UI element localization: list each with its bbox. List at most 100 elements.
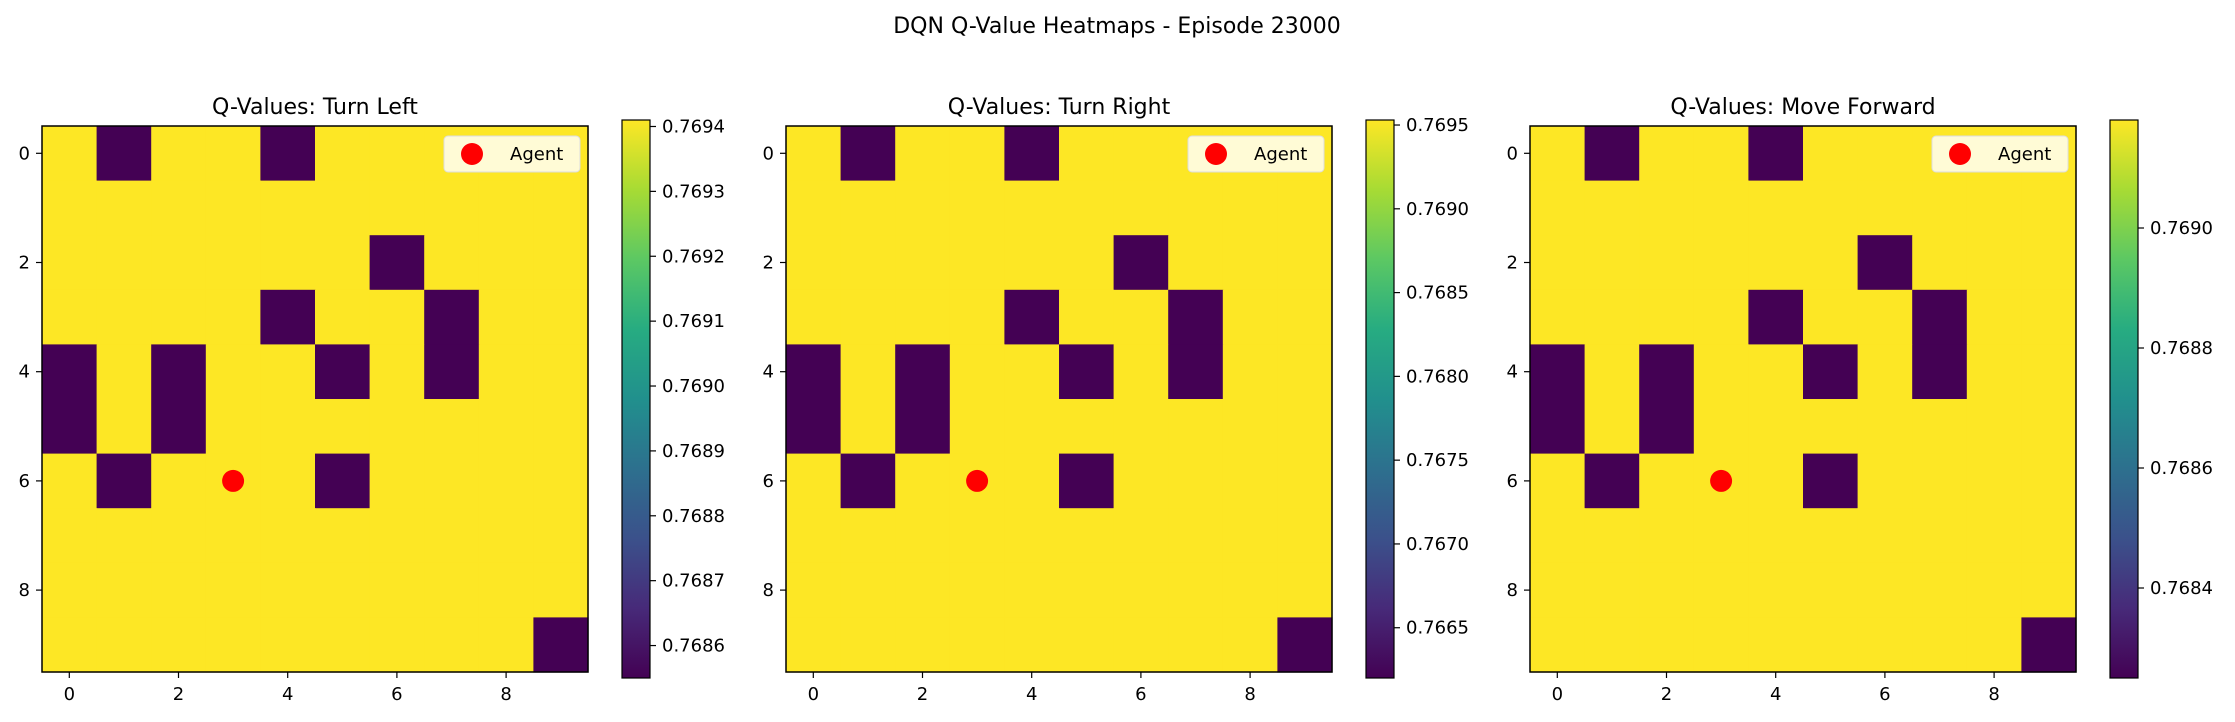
heatmap-cell-high bbox=[1966, 289, 2022, 345]
heatmap-cell-high bbox=[949, 562, 1005, 618]
heatmap-cell-high bbox=[1168, 399, 1224, 455]
heatmap-cell-high bbox=[895, 180, 951, 236]
heatmap-cell-high bbox=[1693, 399, 1749, 455]
heatmap-cell-high bbox=[1639, 289, 1695, 345]
heatmap-cell-high bbox=[1530, 562, 1586, 618]
heatmap-cell-low bbox=[42, 344, 98, 400]
heatmap-cell-high bbox=[895, 562, 951, 618]
y-tick-label: 8 bbox=[763, 580, 774, 601]
heatmap-cell-high bbox=[369, 617, 425, 673]
heatmap-cell-high bbox=[478, 617, 534, 673]
heatmap-cell-high bbox=[1113, 453, 1169, 509]
heatmap-cell-high bbox=[786, 508, 842, 564]
heatmap-cell-high bbox=[151, 617, 207, 673]
heatmap-cell-high bbox=[424, 508, 480, 564]
y-tick-label: 4 bbox=[763, 362, 774, 383]
agent-marker bbox=[1710, 469, 1733, 492]
heatmap-cell-high bbox=[1693, 289, 1749, 345]
heatmap-cell-high bbox=[369, 344, 425, 400]
heatmap-cell-high bbox=[1639, 180, 1695, 236]
heatmap-cell-high bbox=[478, 344, 534, 400]
heatmap-cell-high bbox=[840, 617, 896, 673]
heatmap-cell-high bbox=[1584, 235, 1640, 291]
heatmap-cell-high bbox=[1113, 508, 1169, 564]
heatmap-cell-high bbox=[1277, 289, 1333, 345]
heatmap-cell-high bbox=[1912, 453, 1968, 509]
heatmap-cell-high bbox=[1113, 617, 1169, 673]
heatmap-cell-high bbox=[151, 126, 207, 182]
heatmap-cell-low bbox=[260, 289, 316, 345]
colorbar-tick-label: 0.7692 bbox=[662, 246, 725, 267]
heatmap-cell-high bbox=[315, 289, 371, 345]
legend-agent-marker bbox=[1949, 143, 1971, 165]
heatmap-cell-high bbox=[786, 235, 842, 291]
heatmap-cell-high bbox=[840, 289, 896, 345]
colorbar-tick-label: 0.7675 bbox=[1406, 450, 1469, 471]
heatmap-cell-high bbox=[1277, 235, 1333, 291]
heatmap-cell-high bbox=[478, 289, 534, 345]
heatmap-cell-low bbox=[840, 126, 896, 182]
heatmap-cell-low bbox=[1584, 453, 1640, 509]
colorbar-tick-label: 0.7688 bbox=[662, 506, 725, 527]
heatmap-cell-high bbox=[949, 126, 1005, 182]
heatmap-cell-low bbox=[1912, 289, 1968, 345]
heatmap-cell-high bbox=[1693, 235, 1749, 291]
heatmap-cell-high bbox=[949, 289, 1005, 345]
heatmap-cell-high bbox=[42, 508, 98, 564]
x-tick-label: 8 bbox=[500, 684, 511, 705]
heatmap-cells bbox=[42, 126, 589, 673]
heatmap-cell-high bbox=[205, 235, 261, 291]
heatmap-cell-high bbox=[1004, 508, 1060, 564]
heatmap-cell-high bbox=[315, 126, 371, 182]
heatmap-cell-high bbox=[786, 562, 842, 618]
heatmap-cell-low bbox=[369, 235, 425, 291]
heatmap-cell-high bbox=[949, 180, 1005, 236]
heatmap-cell-high bbox=[96, 399, 152, 455]
heatmap-cell-low bbox=[1803, 344, 1859, 400]
heatmap-cell-high bbox=[1748, 508, 1804, 564]
colorbar-tick-label: 0.7689 bbox=[662, 441, 725, 462]
heatmap-cell-high bbox=[1168, 617, 1224, 673]
heatmap-cell-high bbox=[1059, 617, 1115, 673]
heatmap-cell-high bbox=[1912, 235, 1968, 291]
colorbar-tick-label: 0.7694 bbox=[662, 116, 725, 137]
heatmap-cell-high bbox=[949, 399, 1005, 455]
heatmap-cell-high bbox=[260, 508, 316, 564]
heatmap-cell-high bbox=[1584, 344, 1640, 400]
heatmap-cell-high bbox=[96, 344, 152, 400]
heatmap-cell-high bbox=[260, 180, 316, 236]
heatmap-cell-high bbox=[895, 289, 951, 345]
heatmap-cell-high bbox=[1857, 453, 1913, 509]
heatmap-cell-high bbox=[96, 508, 152, 564]
heatmap-cell-low bbox=[1004, 289, 1060, 345]
heatmap-cell-high bbox=[1748, 344, 1804, 400]
y-tick-label: 6 bbox=[19, 471, 30, 492]
heatmap-cell-high bbox=[96, 617, 152, 673]
heatmap-cell-high bbox=[205, 180, 261, 236]
legend-agent-marker bbox=[461, 143, 483, 165]
heatmap-cell-high bbox=[1222, 235, 1278, 291]
heatmap-cell-high bbox=[1222, 344, 1278, 400]
heatmap-cell-high bbox=[205, 562, 261, 618]
heatmap-cell-high bbox=[533, 453, 589, 509]
x-tick-label: 6 bbox=[391, 684, 402, 705]
heatmap-cell-low bbox=[1059, 344, 1115, 400]
heatmap-cell-high bbox=[2021, 180, 2077, 236]
heatmap-cell-high bbox=[1168, 180, 1224, 236]
x-tick-label: 2 bbox=[917, 684, 928, 705]
heatmap-cell-high bbox=[786, 180, 842, 236]
heatmap-cell-high bbox=[42, 126, 98, 182]
heatmap-cell-high bbox=[1803, 289, 1859, 345]
colorbar-tick-label: 0.7688 bbox=[2150, 338, 2213, 359]
heatmap-cell-high bbox=[1966, 399, 2022, 455]
colorbar-tick-label: 0.7690 bbox=[2150, 218, 2213, 239]
heatmap-cell-high bbox=[786, 289, 842, 345]
heatmap-cell-high bbox=[1004, 180, 1060, 236]
colorbar-tick-label: 0.7680 bbox=[1406, 366, 1469, 387]
heatmap-cell-low bbox=[1748, 289, 1804, 345]
heatmap-cell-high bbox=[1693, 562, 1749, 618]
heatmap-cell-high bbox=[205, 344, 261, 400]
heatmap-cell-high bbox=[895, 235, 951, 291]
colorbar-tick-label: 0.7685 bbox=[1406, 283, 1469, 304]
